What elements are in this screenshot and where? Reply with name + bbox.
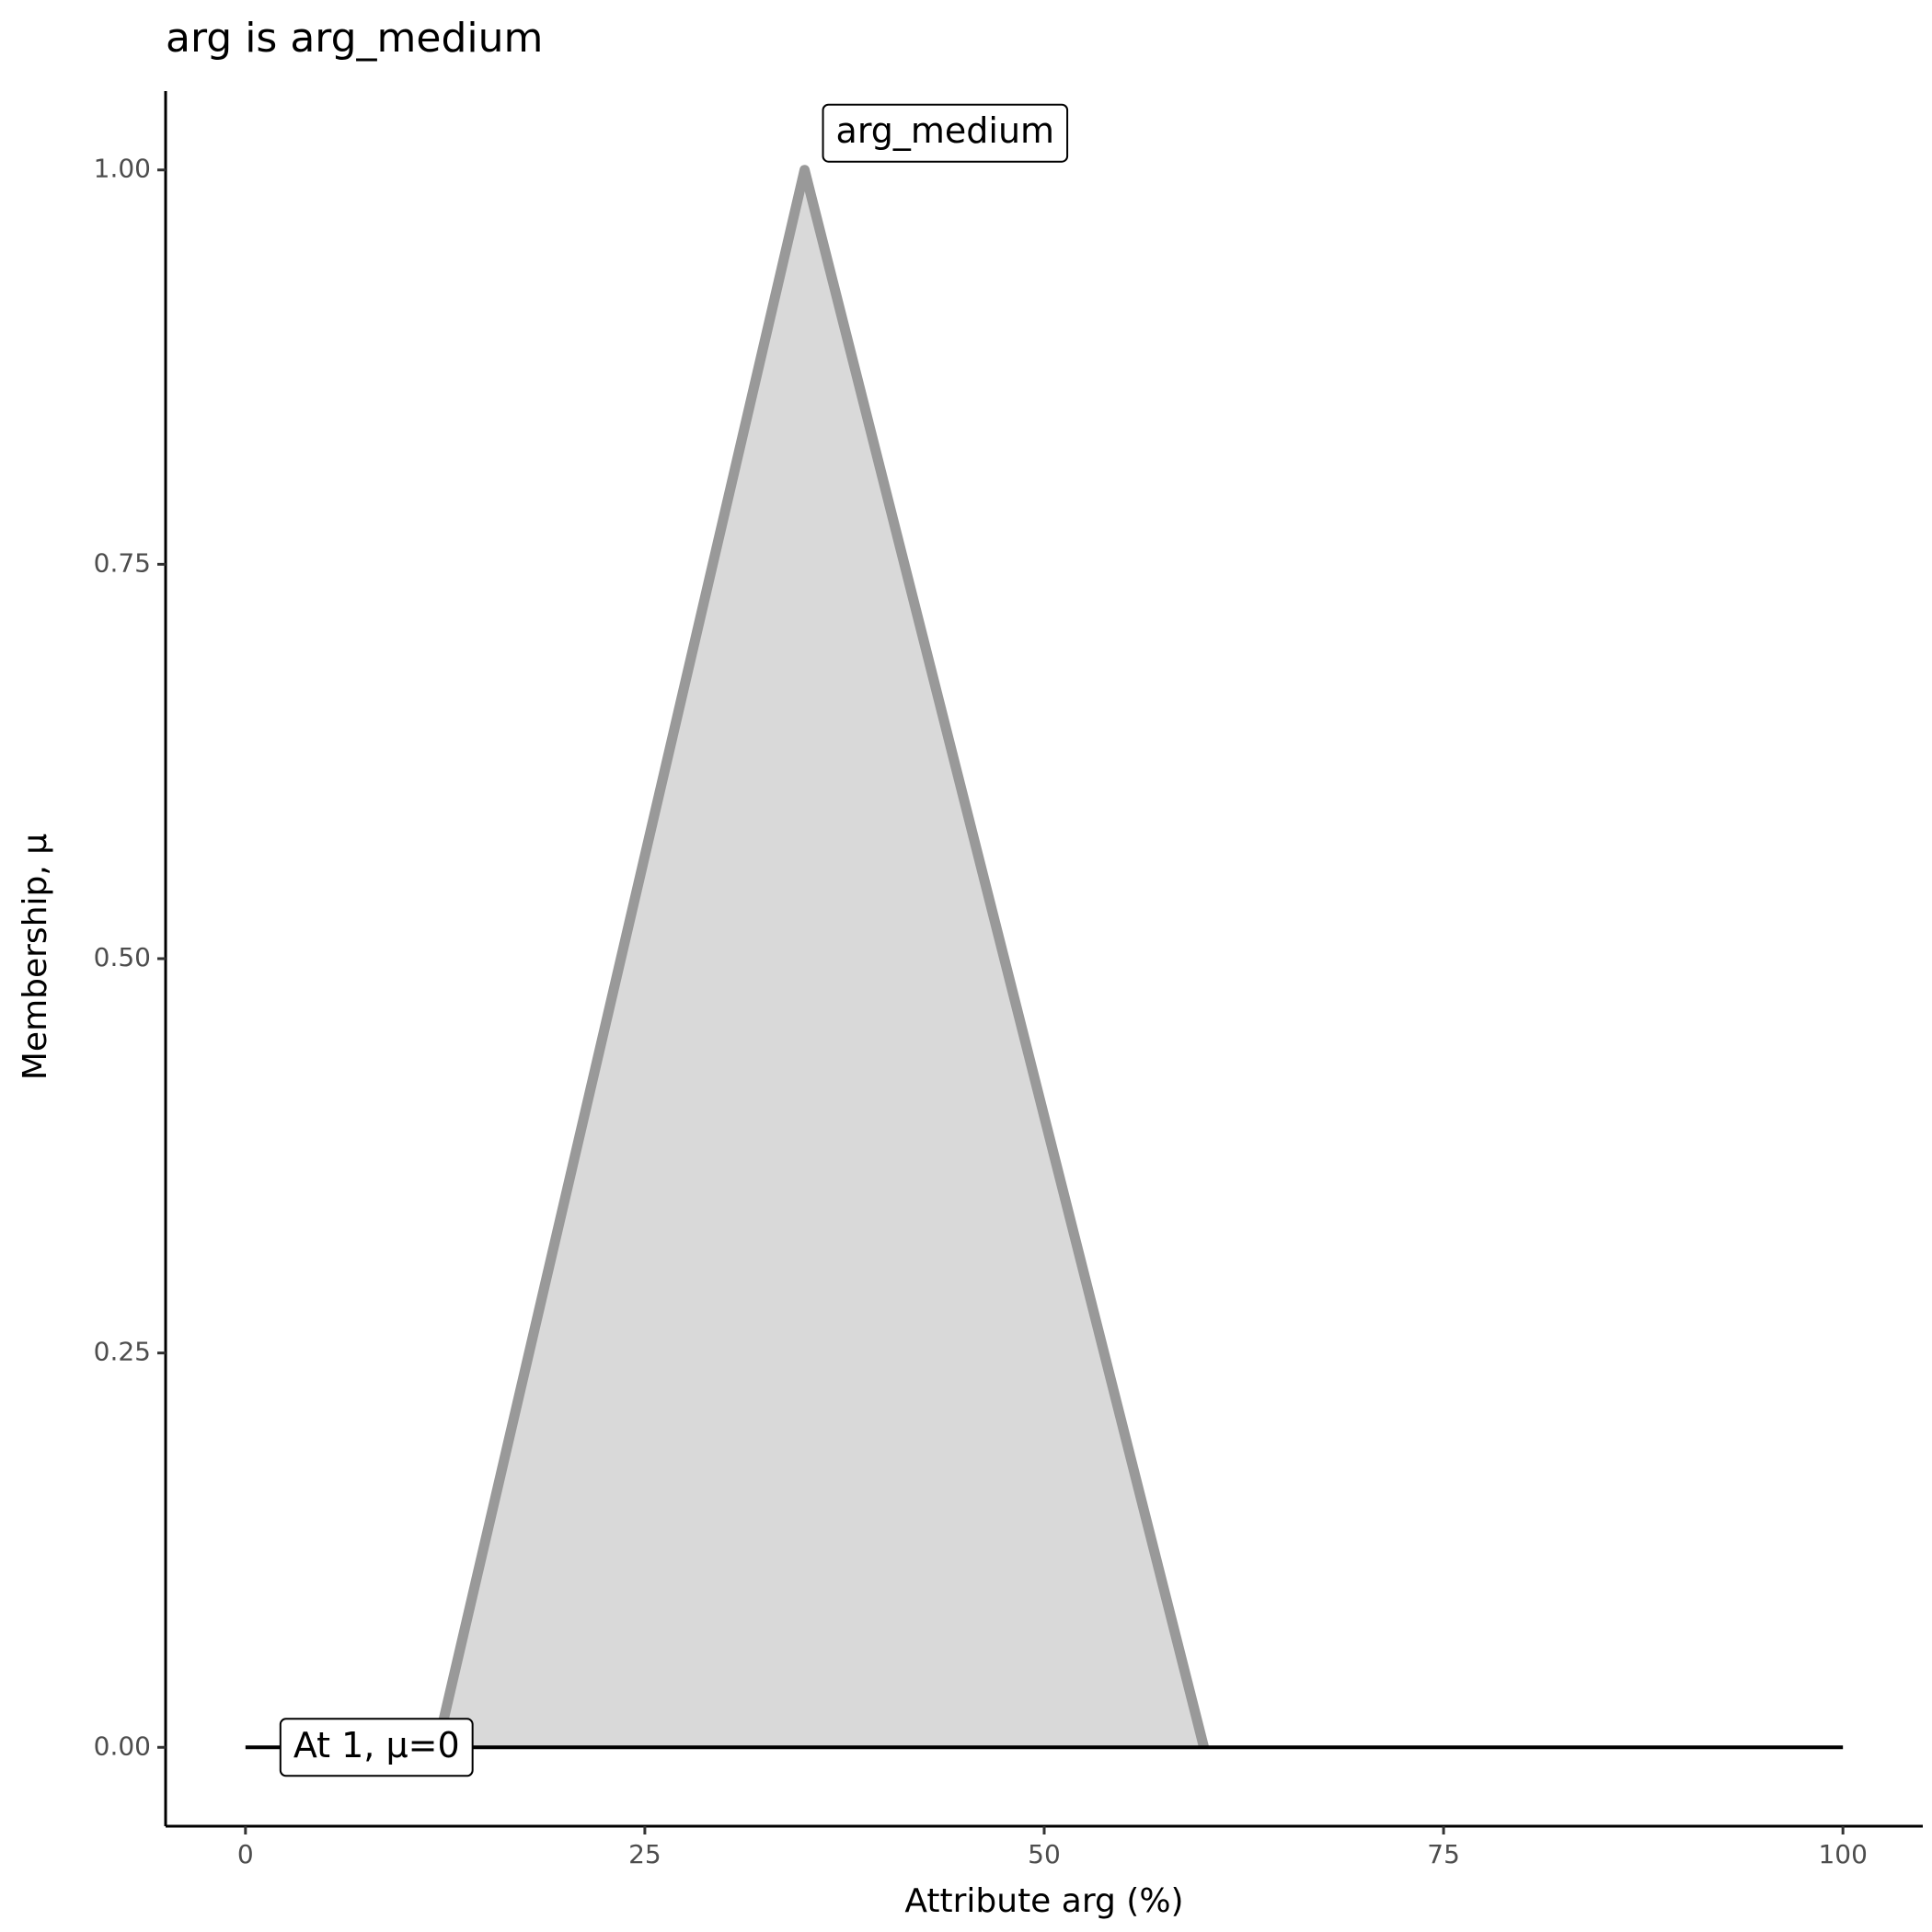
x-tick-label: 100 <box>1818 1839 1867 1869</box>
y-tick-label: 1.00 <box>94 154 151 184</box>
y-tick-label: 0.75 <box>94 547 151 578</box>
annotation: arg_medium <box>836 110 1055 151</box>
x-axis-title: Attribute arg (%) <box>904 1882 1183 1920</box>
y-tick-label: 0.50 <box>94 942 151 972</box>
y-tick-label: 0.25 <box>94 1337 151 1367</box>
chart-title: arg is arg_medium <box>166 15 543 62</box>
x-tick-label: 0 <box>237 1839 254 1869</box>
label-box <box>279 1718 474 1777</box>
x-tick-label: 50 <box>1028 1839 1061 1869</box>
area <box>437 169 1204 1748</box>
label-box <box>822 103 1069 163</box>
y-tick-label: 0.00 <box>94 1731 151 1761</box>
line <box>431 165 1209 1749</box>
x-tick-label: 75 <box>1427 1839 1460 1869</box>
annotation: At 1, μ=0 <box>293 1725 460 1765</box>
y-axis-title: Membership, μ <box>17 834 54 1080</box>
x-tick-label: 25 <box>628 1839 661 1869</box>
